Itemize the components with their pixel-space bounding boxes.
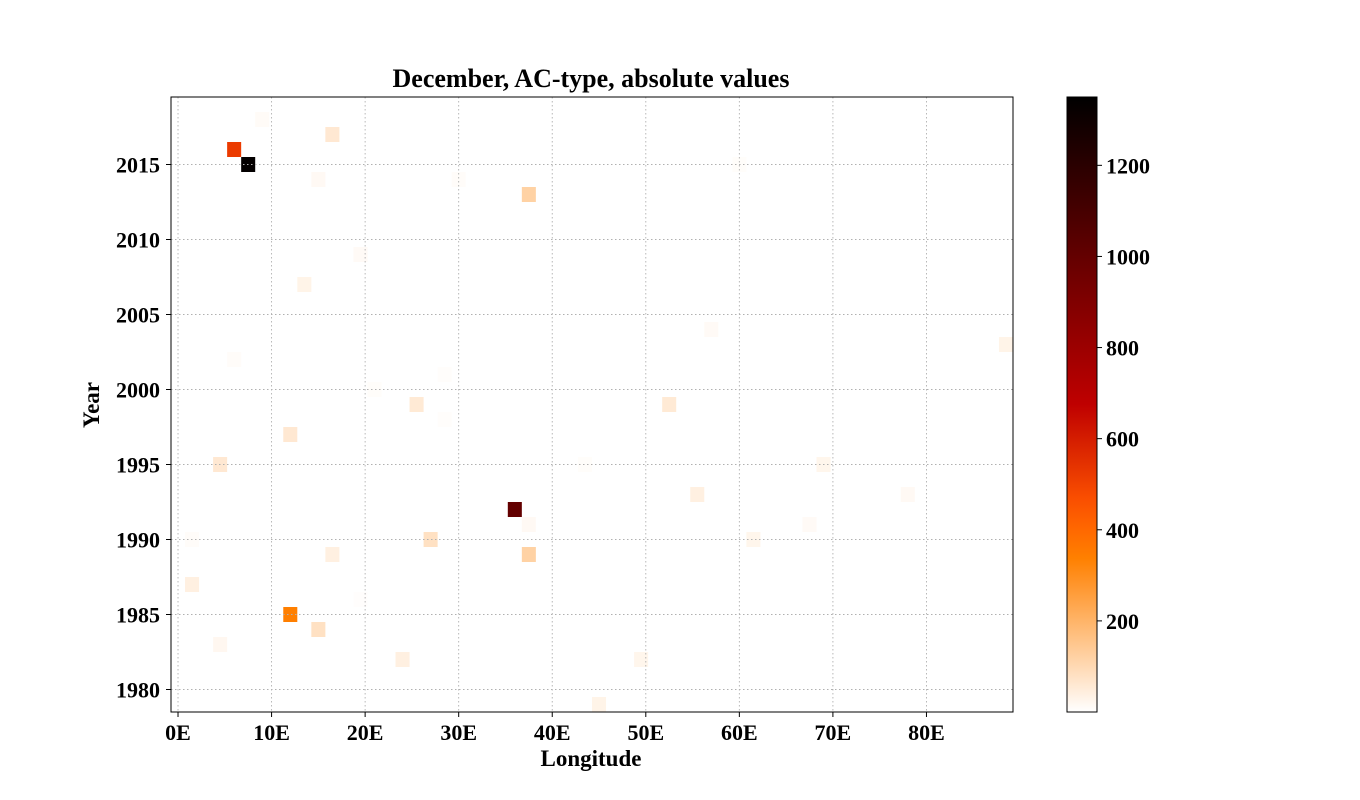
y-tick-label: 2010 — [116, 228, 160, 253]
x-axis-label: Longitude — [541, 746, 642, 771]
colorbar-tick-label: 1200 — [1106, 153, 1150, 178]
heatmap-cell — [451, 172, 466, 187]
heatmap-cell — [437, 412, 452, 427]
colorbar-tick-label: 1000 — [1106, 244, 1150, 269]
chart-title: December, AC-type, absolute values — [393, 64, 790, 93]
heatmap-cell — [227, 142, 242, 157]
plot-area: 0E 10E 20E 30E 40E 50E 60E 70E 80E 1980 1985 1990 19… — [116, 96, 1014, 745]
x-tick-label: 60E — [721, 720, 758, 745]
heatmap-cell — [592, 697, 607, 712]
heatmap-cell — [325, 547, 340, 562]
heatmap-cell — [690, 487, 705, 502]
heatmap-cell — [521, 187, 536, 202]
y-tick-label: 1980 — [116, 678, 160, 703]
colorbar-tick-label: 400 — [1106, 518, 1139, 543]
x-tick-label: 20E — [347, 720, 384, 745]
heatmap-cell — [437, 367, 452, 382]
heatmap-cell — [311, 172, 326, 187]
y-tick-label: 2000 — [116, 378, 160, 403]
heatmap-cell — [185, 577, 200, 592]
heatmap-cell — [634, 652, 649, 667]
y-tick-label: 2015 — [116, 153, 160, 178]
heatmap-cell — [325, 127, 340, 142]
heatmap-cell — [521, 517, 536, 532]
heatmap-cell — [367, 382, 382, 397]
heatmap-cell — [900, 487, 915, 502]
heatmap-cell — [395, 652, 410, 667]
x-tick-label: 30E — [440, 720, 477, 745]
x-tick-label: 50E — [627, 720, 664, 745]
y-tick-label: 1990 — [116, 528, 160, 553]
colorbar-tick-label: 200 — [1106, 609, 1139, 634]
heatmap-cell — [227, 352, 242, 367]
heatmap-cell — [662, 397, 677, 412]
x-tick-label: 10E — [253, 720, 290, 745]
heatmap-cell — [213, 637, 228, 652]
plot-frame — [170, 96, 1014, 713]
colorbar: 200 400 600 800 1000 1200 — [1066, 96, 1150, 713]
heatmap-cell — [521, 547, 536, 562]
colorbar-strip — [1066, 96, 1098, 713]
heatmap-cell — [802, 517, 817, 532]
heatmap-cell — [255, 112, 270, 127]
heatmap-cell — [998, 337, 1013, 352]
y-axis-label: Year — [79, 382, 104, 428]
heatmap-cell — [311, 622, 326, 637]
heatmap-cell — [423, 532, 438, 547]
heatmap-cell — [409, 397, 424, 412]
x-tick-label: 0E — [165, 720, 191, 745]
y-tick-label: 2005 — [116, 303, 160, 328]
heatmap-cell — [283, 607, 298, 622]
x-tick-label: 40E — [534, 720, 571, 745]
colorbar-tick-label: 600 — [1106, 427, 1139, 452]
y-tick-label: 1995 — [116, 453, 160, 478]
y-tick-label: 1985 — [116, 603, 160, 628]
heatmap-cell — [353, 247, 368, 262]
heatmap-cell — [507, 502, 522, 517]
x-tick-label: 80E — [908, 720, 945, 745]
plot-background — [171, 97, 1013, 712]
x-tick-label: 70E — [815, 720, 852, 745]
heatmap-cell — [704, 322, 719, 337]
heatmap-cell — [353, 592, 368, 607]
heatmap-cell — [746, 532, 761, 547]
heatmap-cells — [185, 112, 1013, 712]
heatmap-cell — [577, 457, 592, 472]
colorbar-tick-label: 800 — [1106, 336, 1139, 361]
heatmap-cell — [283, 427, 298, 442]
grid-lines — [171, 97, 1013, 712]
heatmap-cell — [297, 277, 312, 292]
